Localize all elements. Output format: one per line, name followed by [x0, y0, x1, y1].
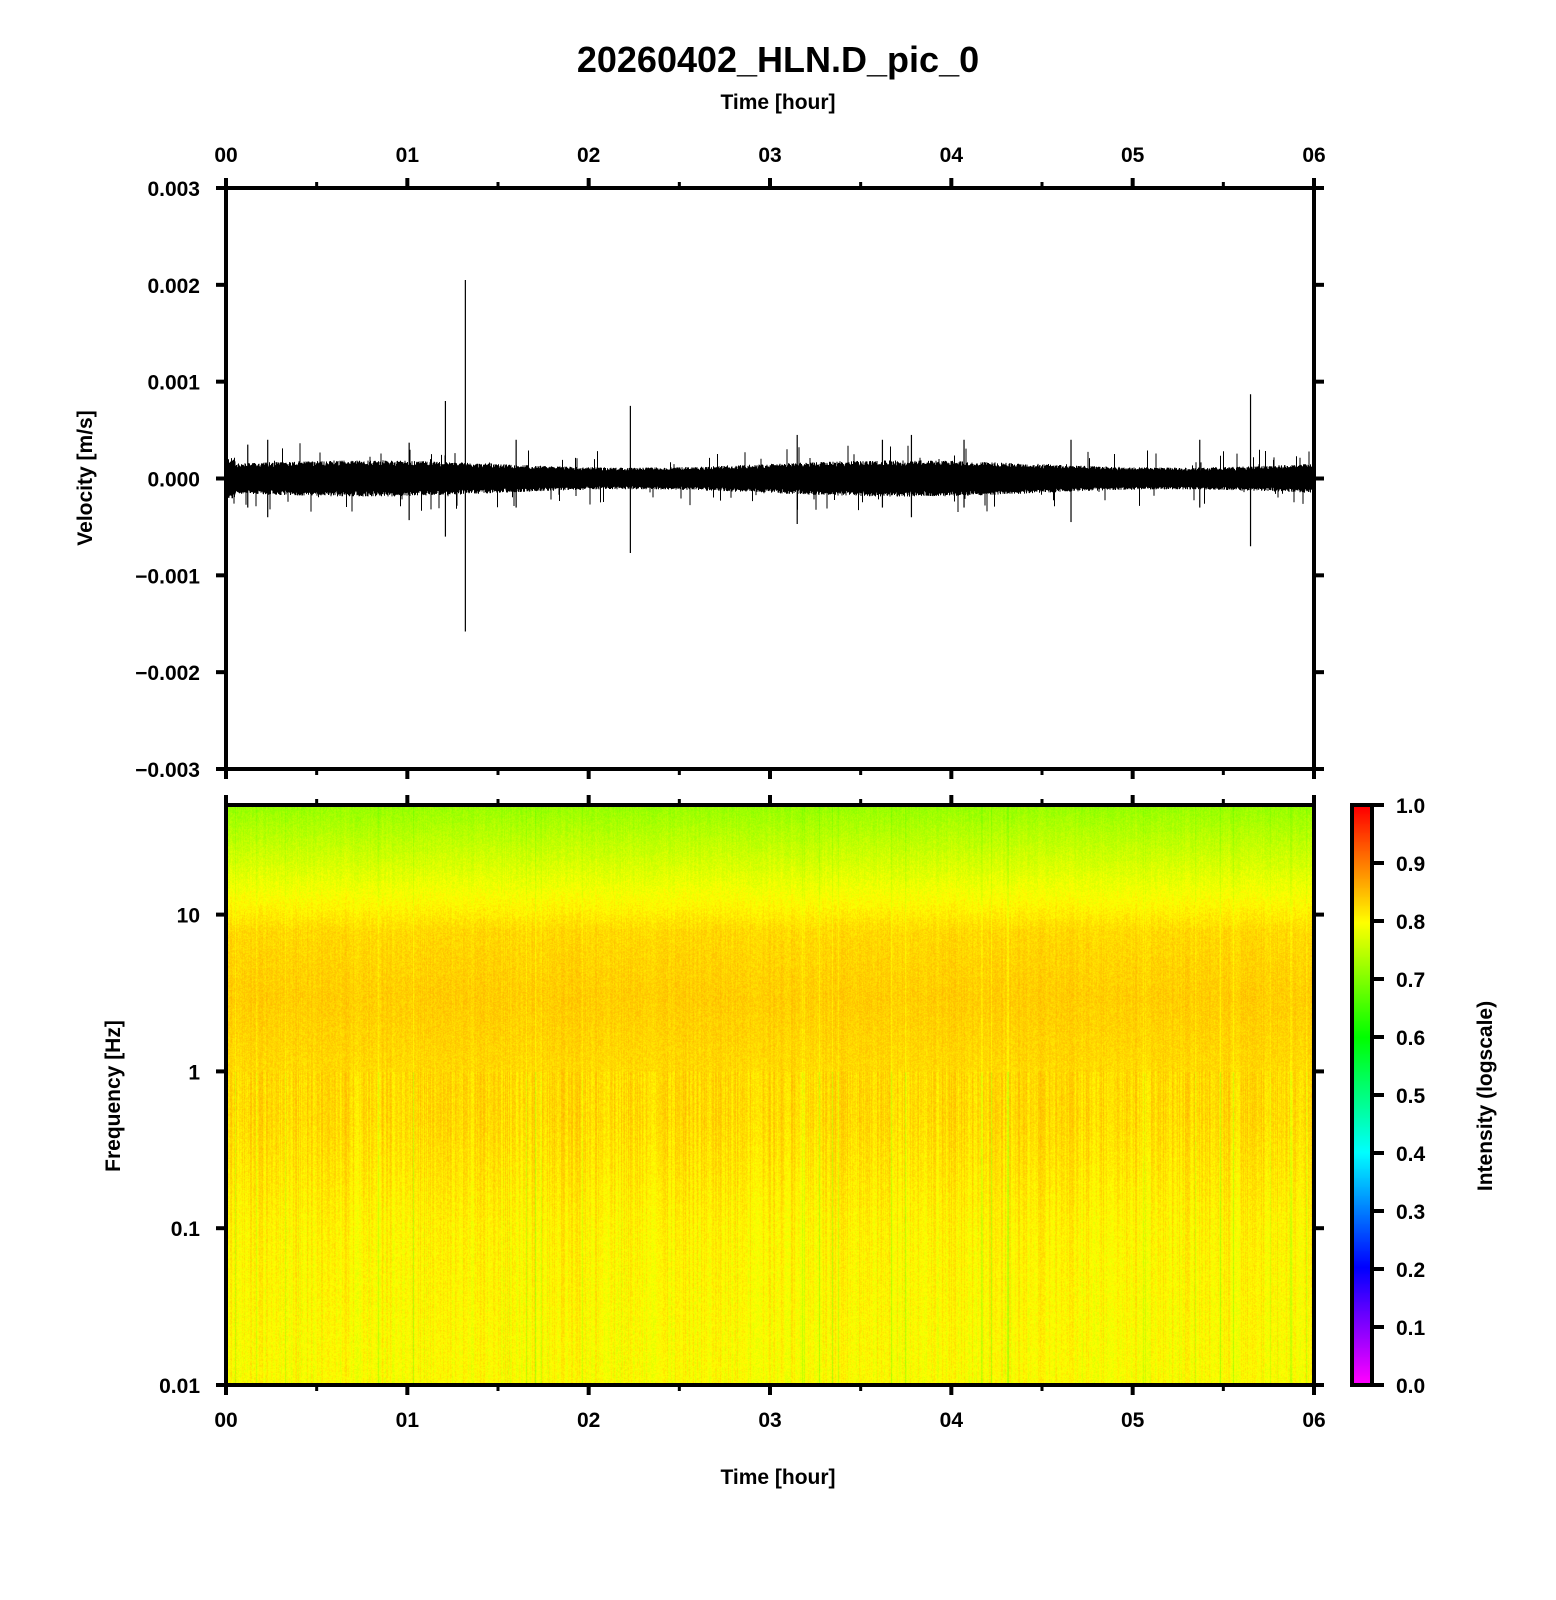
- top-x-tick-label: 03: [758, 144, 781, 167]
- colorbar-tick-label: 0.1: [1396, 1317, 1426, 1340]
- velocity-tick-label: 0.000: [147, 469, 200, 492]
- colorbar-tick-label: 0.8: [1396, 911, 1426, 934]
- colorbar-tick-label: 0.0: [1396, 1375, 1425, 1398]
- bottom-x-tick-label: 02: [577, 1409, 600, 1432]
- colorbar-tick-label: 0.7: [1396, 969, 1425, 992]
- velocity-tick-label: −0.003: [135, 759, 200, 782]
- chart-title: 20260402_HLN.D_pic_0: [577, 39, 979, 80]
- waveform-noise: [226, 443, 1314, 512]
- colorbar-tick-label: 0.4: [1396, 1143, 1426, 1166]
- colorbar-tick-label: 0.3: [1396, 1201, 1425, 1224]
- bottom-x-tick-label: 04: [940, 1409, 964, 1432]
- velocity-axis-label: Velocity [m/s]: [74, 410, 97, 545]
- colorbar-tick-label: 0.5: [1396, 1085, 1426, 1108]
- waveform-series: [226, 279, 1314, 632]
- frequency-tick-label: 1: [188, 1061, 200, 1084]
- top-x-tick-label: 01: [396, 144, 420, 167]
- velocity-tick-label: 0.001: [147, 372, 200, 395]
- top-x-tick-label: 04: [940, 144, 964, 167]
- colorbar-frame: [1350, 803, 1374, 1387]
- frequency-tick-label: 10: [177, 905, 200, 928]
- colorbar-tick-label: 1.0: [1396, 795, 1425, 818]
- top-x-tick-label: 02: [577, 144, 600, 167]
- colorbar-gradient: [1354, 807, 1370, 1383]
- colorbar-tick-label: 0.2: [1396, 1259, 1425, 1282]
- top-x-tick-label: 00: [214, 144, 237, 167]
- colorbar-tick-label: 0.9: [1396, 853, 1425, 876]
- top-x-tick-label: 06: [1302, 144, 1325, 167]
- spectrogram-heatmap: [228, 807, 1312, 1383]
- colorbar-tick-label: 0.6: [1396, 1027, 1425, 1050]
- bottom-x-axis-label: Time [hour]: [720, 1466, 835, 1489]
- frequency-axis-label: Frequency [Hz]: [102, 1020, 125, 1172]
- top-x-tick-label: 05: [1121, 144, 1145, 167]
- bottom-x-tick-label: 05: [1121, 1409, 1145, 1432]
- colorbar-label: Intensity (logscale): [1474, 1001, 1497, 1191]
- frequency-tick-label: 0.01: [159, 1375, 200, 1398]
- bottom-x-tick-label: 06: [1302, 1409, 1325, 1432]
- bottom-x-tick-label: 01: [396, 1409, 420, 1432]
- velocity-tick-label: −0.002: [135, 662, 200, 685]
- spectrogram-frame: [224, 803, 1316, 1387]
- velocity-tick-label: 0.003: [147, 178, 200, 201]
- bottom-x-tick-label: 03: [758, 1409, 781, 1432]
- frequency-tick-label: 0.1: [171, 1218, 201, 1241]
- velocity-tick-label: −0.001: [135, 565, 200, 588]
- top-x-axis-label: Time [hour]: [720, 91, 835, 114]
- velocity-tick-label: 0.002: [147, 275, 200, 298]
- bottom-x-tick-label: 00: [214, 1409, 237, 1432]
- axes: 00 00 01 01 02 02 03 03 04 04 05 05 06 06 0.003 0.002 0.…: [135, 144, 1425, 1432]
